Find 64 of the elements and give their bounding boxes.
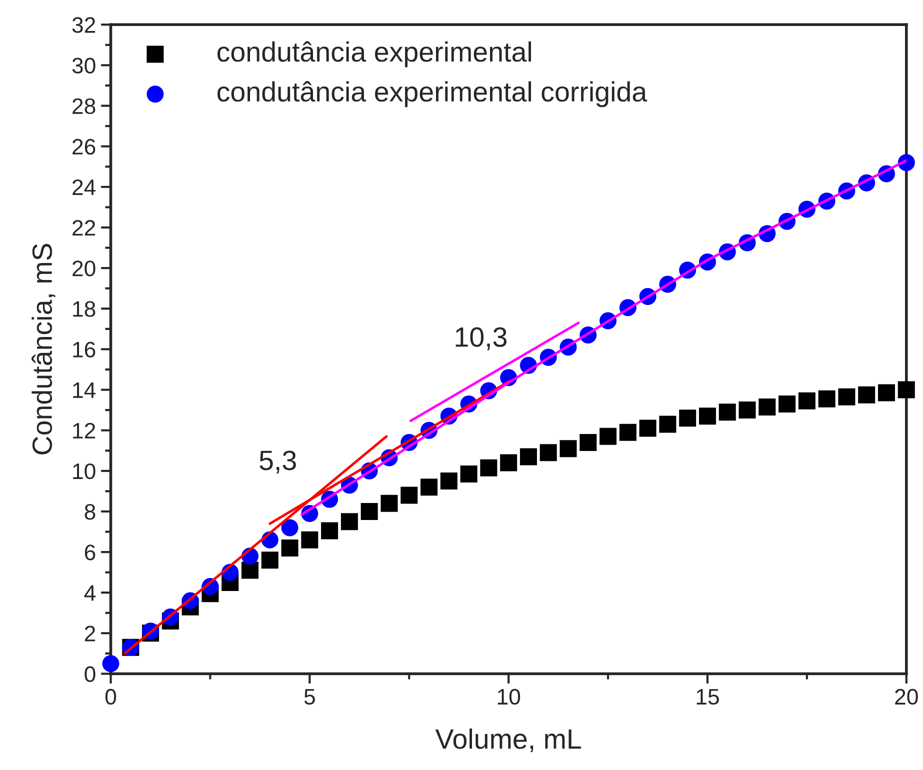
y-tick-label: 10 bbox=[73, 463, 96, 480]
point bbox=[360, 502, 378, 520]
point bbox=[281, 519, 298, 536]
point bbox=[878, 384, 895, 402]
x-tick-label: 0 bbox=[105, 688, 116, 705]
point bbox=[420, 478, 438, 496]
point bbox=[321, 522, 338, 540]
y-tick-label: 16 bbox=[73, 342, 96, 358]
point bbox=[718, 404, 736, 421]
y-tick-label: 0 bbox=[84, 666, 96, 682]
y-tick-label: 18 bbox=[73, 301, 96, 317]
point bbox=[778, 395, 796, 412]
point bbox=[619, 424, 636, 441]
x-tick-label: 20 bbox=[895, 688, 918, 705]
point bbox=[480, 459, 498, 476]
point bbox=[600, 428, 617, 445]
y-tick-label: 4 bbox=[84, 585, 96, 601]
point bbox=[659, 416, 676, 433]
point bbox=[102, 655, 120, 672]
legend-label: condutância experimental bbox=[217, 41, 532, 68]
point bbox=[440, 472, 458, 490]
x-tick-label: 15 bbox=[696, 689, 719, 705]
point bbox=[838, 388, 856, 406]
point bbox=[500, 454, 518, 472]
x-tick-label: 5 bbox=[304, 689, 315, 705]
y-tick-label: 28 bbox=[72, 98, 96, 114]
point bbox=[560, 440, 577, 458]
point bbox=[580, 434, 597, 452]
point bbox=[679, 410, 696, 427]
point bbox=[639, 420, 656, 437]
point bbox=[241, 562, 258, 579]
x-axis-title: Volume, mL bbox=[435, 728, 581, 752]
legend-label: condutância experimental corrigida bbox=[217, 81, 648, 108]
y-tick-label: 8 bbox=[84, 504, 96, 520]
y-tick-label: 20 bbox=[72, 260, 96, 276]
y-tick-label: 6 bbox=[84, 544, 96, 560]
point bbox=[758, 398, 776, 416]
annotation: 10,3 bbox=[456, 327, 507, 350]
point bbox=[400, 486, 418, 504]
x-tick-label: 10 bbox=[498, 688, 520, 705]
point bbox=[738, 402, 756, 419]
point bbox=[698, 408, 716, 425]
point bbox=[540, 444, 557, 462]
y-axis-title: Condutância, mS bbox=[32, 244, 56, 454]
point bbox=[898, 381, 915, 398]
y-tick-label: 26 bbox=[72, 138, 96, 155]
y-tick-label: 12 bbox=[73, 422, 96, 438]
point bbox=[380, 494, 398, 512]
point bbox=[261, 552, 278, 569]
point bbox=[301, 531, 318, 548]
y-tick-label: 2 bbox=[84, 626, 96, 642]
point bbox=[520, 448, 537, 466]
annotation: 5,3 bbox=[260, 450, 296, 474]
y-tick-label: 24 bbox=[72, 179, 96, 195]
point bbox=[460, 465, 478, 482]
y-tick-label: 22 bbox=[72, 220, 96, 236]
point bbox=[340, 513, 358, 530]
point bbox=[858, 386, 876, 404]
y-tick-label: 32 bbox=[72, 17, 96, 33]
y-tick-label: 14 bbox=[73, 382, 96, 398]
point bbox=[818, 390, 836, 408]
point bbox=[281, 539, 298, 556]
point bbox=[798, 392, 816, 410]
y-tick-label: 30 bbox=[72, 58, 96, 74]
